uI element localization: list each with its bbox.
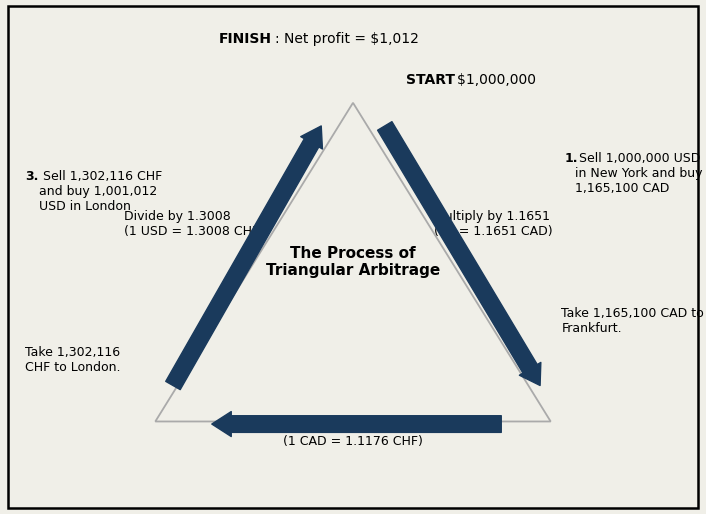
Text: The Process of
Triangular Arbitrage: The Process of Triangular Arbitrage bbox=[266, 246, 440, 279]
Text: Multiply by 1.1651
($1 = 1.1651 CAD): Multiply by 1.1651 ($1 = 1.1651 CAD) bbox=[434, 210, 553, 237]
Text: Multiply by 1.1176
(1 CAD = 1.1176 CHF): Multiply by 1.1176 (1 CAD = 1.1176 CHF) bbox=[283, 420, 423, 448]
Text: FINISH: FINISH bbox=[219, 31, 272, 46]
Text: Sell 1,302,116 CHF
and buy 1,001,012
USD in London: Sell 1,302,116 CHF and buy 1,001,012 USD… bbox=[39, 170, 162, 213]
FancyArrowPatch shape bbox=[166, 126, 323, 390]
Text: : $1,000,000: : $1,000,000 bbox=[448, 72, 537, 87]
Text: Divide by 1.3008
(1 USD = 1.3008 CHF): Divide by 1.3008 (1 USD = 1.3008 CHF) bbox=[124, 210, 263, 237]
Text: START: START bbox=[406, 72, 455, 87]
Text: 1.: 1. bbox=[565, 152, 578, 164]
FancyArrowPatch shape bbox=[378, 122, 541, 386]
Text: 3.: 3. bbox=[25, 170, 38, 182]
Text: Take 1,165,100 CAD to
Frankfurt.: Take 1,165,100 CAD to Frankfurt. bbox=[561, 307, 704, 335]
Text: : Net profit = $1,012: : Net profit = $1,012 bbox=[275, 31, 419, 46]
Text: Sell 1,000,000 USD
in New York and buy
1,165,100 CAD: Sell 1,000,000 USD in New York and buy 1… bbox=[575, 152, 703, 195]
FancyArrowPatch shape bbox=[212, 412, 501, 436]
Text: Take 1,302,116
CHF to London.: Take 1,302,116 CHF to London. bbox=[25, 346, 120, 374]
